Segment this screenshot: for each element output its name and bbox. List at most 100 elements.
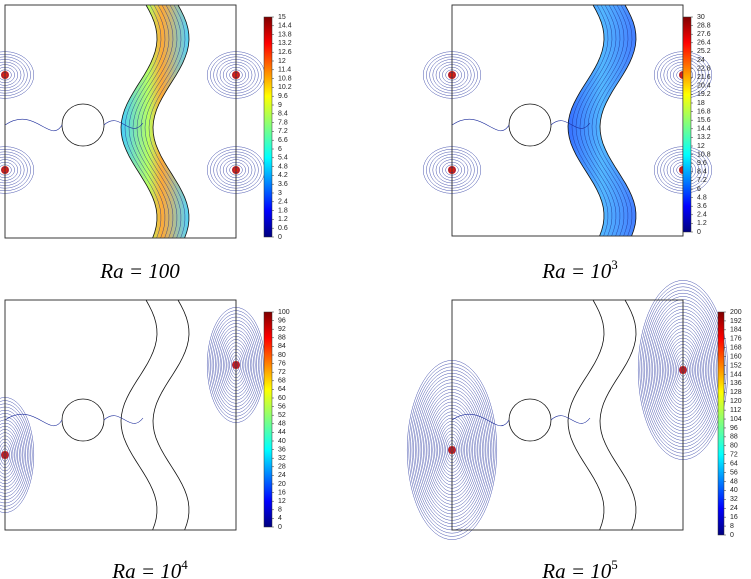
colorbar-label: 160 [730, 353, 742, 360]
colorbar-label: 6 [697, 186, 701, 193]
colorbar-label: 27.6 [697, 31, 711, 38]
channel-edge [599, 4, 637, 237]
colorbar-label: 8.4 [697, 169, 707, 176]
colorbar-label: 88 [730, 434, 738, 441]
domain-outline [4, 299, 237, 531]
channel-fill [121, 5, 189, 238]
colorbar-label: 24 [730, 505, 738, 512]
colorbar-label: 7.2 [278, 128, 288, 135]
colorbar-label: 80 [730, 443, 738, 450]
cylinder [61, 103, 105, 147]
colorbar-label: 200 [730, 309, 742, 316]
contour [4, 119, 63, 131]
domain-box [451, 299, 684, 531]
colorbar-label: 6.6 [278, 137, 288, 144]
colorbar-label: 184 [730, 327, 742, 334]
colorbar-label: 0 [278, 234, 282, 241]
colorbar-label: 0 [730, 532, 734, 539]
colorbar [717, 311, 725, 536]
caption-base: Ra = 10 [541, 559, 611, 579]
caption: Ra = 105 [541, 557, 618, 579]
contour [140, 4, 178, 239]
caption-base: Ra = 10 [111, 559, 181, 579]
colorbar [682, 16, 692, 233]
colorbar-label: 64 [730, 460, 738, 467]
channel-edge [567, 299, 605, 531]
colorbar-label: 13.2 [697, 134, 711, 141]
contour [124, 4, 162, 239]
colorbar-label: 0.6 [278, 225, 288, 232]
colorbar-label: 22.8 [697, 65, 711, 72]
colorbar-label: 72 [278, 369, 286, 376]
contour [550, 120, 591, 129]
colorbar-label: 24 [697, 57, 705, 64]
contour [451, 119, 510, 131]
colorbar-label: 4.8 [278, 163, 288, 170]
contour [591, 4, 629, 237]
channel-edge [120, 4, 158, 239]
colorbar-label: 8 [278, 507, 282, 514]
colorbar-label: 19.2 [697, 91, 711, 98]
colorbar-label: 168 [730, 345, 742, 352]
colorbar-label: 40 [278, 438, 286, 445]
colorbar-label: 14.4 [278, 23, 292, 30]
colorbar-label: 30 [697, 14, 705, 21]
contour [132, 4, 170, 239]
colorbar-label: 92 [278, 326, 286, 333]
colorbar-label: 5.4 [278, 155, 288, 162]
colorbar-label: 48 [278, 421, 286, 428]
contour [587, 4, 625, 237]
colorbar-label: 10.2 [278, 84, 292, 91]
colorbar [263, 311, 273, 528]
colorbar-label: 136 [730, 380, 742, 387]
channel-edge [152, 4, 190, 239]
caption: Ra = 103 [541, 257, 618, 283]
contour [103, 120, 144, 129]
colorbar-label: 56 [278, 403, 286, 410]
colorbar-label: 96 [730, 425, 738, 432]
contour [550, 415, 591, 424]
colorbar-label: 12 [278, 498, 286, 505]
cylinder [508, 398, 552, 442]
colorbar-label: 0 [697, 229, 701, 236]
colorbar-label: 3.6 [278, 181, 288, 188]
colorbar-label: 12.6 [278, 49, 292, 56]
domain-box [4, 4, 237, 239]
colorbar-label: 32 [278, 455, 286, 462]
colorbar-label: 1.2 [278, 216, 288, 223]
channel-fill [568, 5, 636, 236]
channel-edge [599, 299, 637, 531]
panel: 0481216202428323640444852566064687276808… [0, 299, 290, 579]
colorbar-label: 26.4 [697, 40, 711, 47]
contour [579, 4, 617, 237]
contour [148, 4, 186, 239]
colorbar-label: 32 [730, 496, 738, 503]
colorbar-label: 84 [278, 343, 286, 350]
caption-base: Ra = 10 [541, 259, 611, 283]
contour [128, 4, 166, 239]
colorbar-label: 176 [730, 336, 742, 343]
contour [136, 4, 174, 239]
contour [583, 4, 621, 237]
caption: Ra = 104 [111, 557, 188, 579]
colorbar-label: 2.4 [697, 212, 707, 219]
colorbar-label: 16.8 [697, 108, 711, 115]
colorbar-label: 80 [278, 352, 286, 359]
domain-box [451, 4, 684, 237]
colorbar-label: 128 [730, 389, 742, 396]
contour [4, 414, 63, 426]
colorbar-label: 112 [730, 407, 741, 414]
colorbar-label: 2.4 [278, 199, 288, 206]
colorbar-label: 9.6 [278, 93, 288, 100]
colorbar-label: 9 [278, 102, 282, 109]
colorbar-label: 11.4 [278, 67, 291, 74]
colorbar-label: 8 [730, 523, 734, 530]
colorbar-label: 68 [278, 378, 286, 385]
panel: 0 1.22.4 3.6 4.86 7.28.4 9.6 10.812 13.214.4 15.… [423, 4, 713, 283]
cylinder [508, 103, 552, 147]
colorbar-label: 21.6 [697, 74, 711, 81]
colorbar-label: 16 [730, 514, 738, 521]
channel-edge [120, 299, 158, 531]
